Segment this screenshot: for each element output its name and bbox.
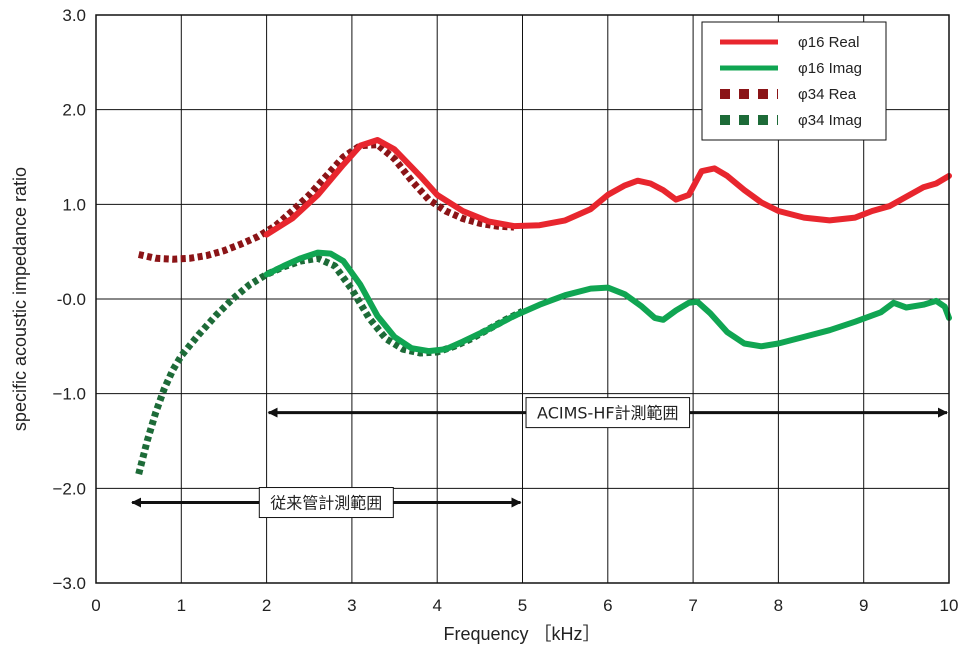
y-tick-label-3: -0.0: [57, 290, 86, 309]
x-tick-label-9: 9: [859, 596, 868, 615]
x-tick-label-6: 6: [603, 596, 612, 615]
series-layer: [135, 137, 952, 475]
y-tick-label-1: 2.0: [62, 101, 86, 120]
legend-label-16-real: φ16 Real: [798, 34, 859, 51]
x-tick-label-0: 0: [91, 596, 100, 615]
x-tick-label-7: 7: [688, 596, 697, 615]
x-tick-label-3: 3: [347, 596, 356, 615]
plot-frame: [95, 14, 950, 584]
y-axis-title: specific acoustic impedance ratio: [10, 167, 30, 431]
legend-label-34-imag: φ34 Imag: [798, 112, 862, 129]
y-tick-label-4: −1.0: [52, 385, 86, 404]
y-tick-label-0: 3.0: [62, 6, 86, 25]
series-line-16-imag: [263, 249, 952, 355]
x-tick-label-2: 2: [262, 596, 271, 615]
x-axis-title: Frequency ［kHz］: [443, 624, 600, 644]
annotation-box-1: [258, 487, 394, 519]
legend-label-34-rea: φ34 Rea: [798, 86, 857, 103]
x-tick-label-4: 4: [432, 596, 441, 615]
x-tick-label-8: 8: [774, 596, 783, 615]
y-tick-label-5: −2.0: [52, 479, 86, 498]
annotation-label-1: 従来管計測範囲: [270, 494, 382, 513]
y-tick-label-6: −3.0: [52, 574, 86, 593]
x-tick-label-1: 1: [177, 596, 186, 615]
x-tick-label-5: 5: [518, 596, 527, 615]
series-line-16-real: [263, 137, 952, 238]
legend-label-16-imag: φ16 Imag: [798, 60, 862, 77]
x-tick-label-10: 10: [940, 596, 959, 615]
y-tick-label-2: 1.0: [62, 195, 86, 214]
annotation-box-0: [525, 397, 691, 429]
annotation-label-0: ACIMS-HF計測範囲: [537, 404, 679, 423]
x-axis-ticks: 0 1 2 3 4 5 6 7 8 9 10: [91, 596, 958, 615]
legend: φ16 Real φ16 Imag φ34 Rea φ34 Imag: [701, 21, 887, 141]
y-axis-ticks: 3.0 2.0 1.0 -0.0 −1.0 −2.0 −3.0: [52, 6, 86, 593]
series-line-34-rea: [137, 141, 515, 263]
